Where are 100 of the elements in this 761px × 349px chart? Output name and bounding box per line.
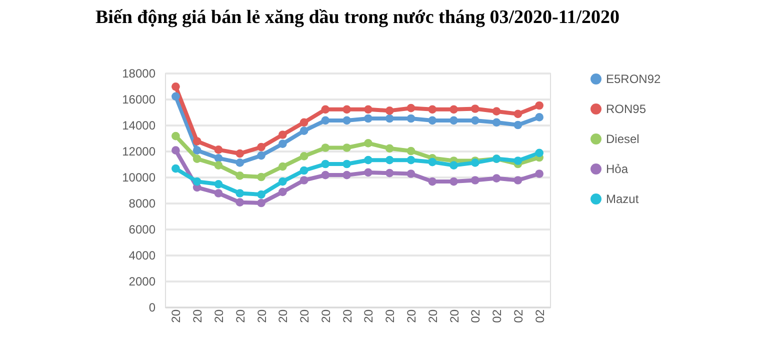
- point: [450, 105, 458, 114]
- x-tick-label: 20: [190, 309, 205, 323]
- x-tick-label: 20: [340, 309, 354, 323]
- point: [321, 170, 330, 180]
- point: [428, 105, 437, 114]
- point: [450, 177, 458, 186]
- point: [514, 120, 522, 130]
- point: [342, 160, 351, 168]
- x-tick-label: 20: [362, 309, 376, 323]
- point: [385, 106, 394, 115]
- y-tick-label: 0: [148, 300, 156, 314]
- y-tick-label: 6000: [128, 222, 156, 236]
- point: [470, 116, 480, 125]
- y-tick-label: 4000: [128, 248, 156, 262]
- point: [514, 176, 522, 184]
- point: [406, 156, 416, 164]
- point: [172, 146, 180, 155]
- x-tick-label: 20: [298, 309, 312, 323]
- point: [321, 160, 330, 168]
- point: [385, 156, 394, 164]
- point: [428, 158, 437, 166]
- point: [236, 149, 244, 158]
- x-tick-label: 02: [532, 309, 547, 323]
- legend-label: RON95: [606, 102, 646, 116]
- point: [300, 126, 308, 136]
- point: [214, 154, 223, 162]
- point: [192, 177, 202, 186]
- x-tick-label: 20: [383, 309, 398, 323]
- point: [172, 164, 180, 173]
- point: [406, 104, 416, 112]
- point: [364, 168, 372, 177]
- point: [406, 146, 416, 156]
- point: [214, 180, 223, 188]
- y-tick-label: 14000: [122, 118, 156, 132]
- point: [385, 144, 394, 153]
- point: [214, 189, 223, 198]
- point: [535, 170, 544, 178]
- x-tick-label: 20: [169, 309, 184, 323]
- point: [236, 189, 244, 198]
- point: [278, 188, 287, 196]
- chart-title: Biến động giá bán lẻ xăng dầu trong nước tháng 03/2020-11/2020: [95, 7, 620, 28]
- x-tick-label: 20: [212, 309, 226, 323]
- point: [385, 168, 394, 178]
- point: [257, 198, 266, 208]
- point: [321, 116, 330, 125]
- point: [535, 113, 544, 122]
- point: [406, 114, 416, 123]
- x-tick-label: 20: [254, 309, 269, 323]
- point: [278, 130, 287, 139]
- point: [364, 114, 372, 123]
- x-tick-label: 02: [511, 309, 526, 323]
- point: [257, 190, 266, 199]
- x-tick-label: 02: [490, 309, 504, 323]
- legend-label: Diesel: [606, 132, 640, 146]
- point: [257, 151, 266, 160]
- y-tick-label: 8000: [128, 196, 156, 210]
- y-tick-label: 12000: [122, 144, 156, 158]
- point: [364, 105, 372, 114]
- point: [470, 176, 480, 184]
- x-tick-label: 20: [233, 309, 248, 323]
- point: [236, 172, 244, 180]
- point: [492, 107, 501, 116]
- point: [492, 118, 501, 127]
- point: [450, 116, 458, 125]
- legend-label: E5RON92: [606, 72, 662, 86]
- point: [300, 118, 308, 127]
- point: [172, 92, 180, 101]
- y-tick-label: 10000: [122, 170, 156, 184]
- point: [514, 156, 522, 165]
- point: [278, 177, 287, 186]
- point: [278, 140, 287, 148]
- point: [535, 148, 544, 158]
- point: [342, 105, 351, 114]
- x-tick-label: 20: [318, 309, 333, 323]
- point: [300, 176, 308, 184]
- point: [492, 174, 501, 182]
- point: [342, 144, 351, 152]
- point: [342, 116, 351, 125]
- point: [342, 170, 351, 180]
- point: [364, 156, 372, 164]
- legend-label: Mazut: [606, 192, 640, 206]
- point: [172, 82, 180, 91]
- point: [428, 116, 437, 125]
- point: [236, 198, 244, 207]
- x-tick-label: 20: [447, 309, 462, 323]
- point: [214, 146, 223, 154]
- y-tick-label: 18000: [122, 66, 156, 80]
- point: [300, 166, 308, 175]
- x-tick-label: 20: [276, 309, 290, 323]
- point: [428, 177, 437, 186]
- point: [214, 161, 223, 170]
- x-tick-label: 20: [426, 309, 440, 323]
- point: [192, 146, 202, 155]
- point: [321, 144, 330, 152]
- point: [172, 132, 180, 140]
- y-tick-label: 2000: [128, 274, 156, 288]
- point: [192, 154, 202, 163]
- point: [257, 172, 266, 182]
- point: [514, 110, 522, 118]
- point: [257, 142, 266, 152]
